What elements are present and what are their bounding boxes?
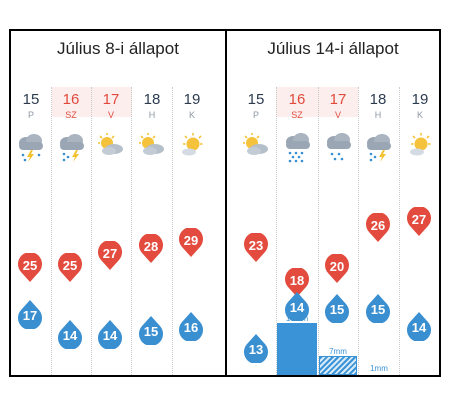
day-name: P — [27, 110, 34, 120]
partly-cloudy-icon — [243, 133, 268, 155]
partly-cloudy-icon — [139, 133, 164, 155]
day-number: 15 — [247, 91, 265, 108]
left-forecast-panel: Július 8-i állapot 15 P 16 SZ 17 V 18 H … — [11, 31, 225, 375]
day-name: V — [107, 110, 114, 120]
rain-thunder-icon — [60, 134, 84, 162]
weekend-highlight — [92, 87, 132, 117]
heavy-rain-icon — [286, 133, 310, 163]
day-name: H — [374, 110, 382, 120]
day-name: H — [148, 110, 156, 120]
day-number: 19 — [411, 91, 429, 108]
min-temp-marker: 15 — [365, 293, 391, 323]
min-temp-marker: 13 — [243, 333, 269, 363]
precip-bar — [277, 323, 317, 375]
day-number: 17 — [102, 91, 120, 108]
min-temp-marker: 14 — [406, 311, 432, 341]
day-number: 18 — [143, 91, 161, 108]
weekend-highlight — [276, 87, 318, 117]
day-number: 19 — [183, 91, 201, 108]
min-temp-marker: 14 — [284, 291, 310, 321]
rain-thunder-icon — [367, 134, 391, 162]
precip-label: 7mm — [329, 347, 347, 356]
max-temp-marker: 18 — [284, 268, 310, 297]
precip-label: 1mm — [370, 364, 388, 373]
rain-icon — [327, 133, 351, 161]
min-temp-marker: 17 — [17, 299, 43, 329]
max-temp-marker: 23 — [243, 233, 269, 262]
day-number: 16 — [288, 91, 306, 108]
max-temp-marker: 25 — [17, 253, 43, 282]
min-temp-marker: 15 — [138, 315, 164, 345]
min-temp-marker: 14 — [97, 319, 123, 349]
max-temp-marker: 26 — [365, 213, 391, 242]
sunny-icon — [182, 133, 203, 156]
min-temp-marker: 16 — [178, 311, 204, 341]
partly-cloudy-icon — [98, 133, 123, 155]
max-temp-marker: 27 — [406, 207, 432, 236]
min-temp-marker: 15 — [324, 293, 350, 323]
right-forecast-panel: Július 14-i állapot 15 P 16 SZ 17 V 18 H… — [227, 31, 439, 375]
max-temp-marker: 29 — [178, 228, 204, 257]
day-number: 15 — [22, 91, 40, 108]
min-temp-marker: 14 — [57, 319, 83, 349]
day-name: P — [252, 110, 259, 120]
day-name: K — [188, 110, 195, 120]
max-temp-marker: 28 — [138, 234, 164, 263]
max-temp-marker: 20 — [324, 254, 350, 283]
precip-bar — [319, 356, 357, 375]
thunderstorm-icon — [19, 134, 43, 162]
weekend-highlight — [52, 87, 92, 117]
weekend-highlight — [318, 87, 358, 117]
day-number: 17 — [329, 91, 347, 108]
max-temp-marker: 25 — [57, 253, 83, 282]
panel-title: Július 14-i állapot — [267, 39, 399, 58]
day-number: 18 — [369, 91, 387, 108]
max-temp-marker: 27 — [97, 241, 123, 270]
day-name: K — [416, 110, 423, 120]
day-name: SZ — [291, 110, 303, 120]
day-number: 16 — [62, 91, 80, 108]
sunny-icon — [410, 133, 431, 156]
panel-title: Július 8-i állapot — [57, 39, 179, 58]
panel-divider — [225, 29, 227, 377]
day-name: SZ — [65, 110, 77, 120]
day-name: V — [334, 110, 341, 120]
